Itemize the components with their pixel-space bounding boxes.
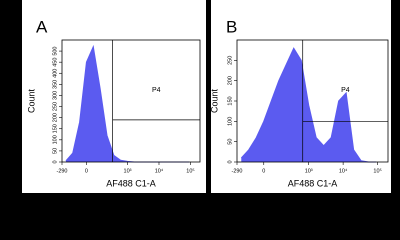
x-tick-label: 10⁵ (186, 167, 194, 174)
panel-letter: B (226, 17, 237, 36)
y-tick-label: 300 (52, 91, 58, 100)
y-tick-label: 500 (52, 46, 58, 55)
y-tick-label: 50 (227, 139, 233, 145)
y-tick-label: 350 (52, 80, 58, 89)
y-tick-label: 450 (52, 58, 58, 67)
x-tick-label: 10⁵ (373, 167, 381, 174)
x-tick-label: 10⁴ (339, 167, 348, 174)
y-tick-label: 50 (52, 148, 58, 154)
x-tick-label: 10⁴ (155, 167, 164, 174)
y-tick-label: 0 (227, 160, 233, 163)
gate-label: P4 (152, 87, 161, 94)
x-axis-label: AF488 C1-A (106, 178, 156, 188)
x-tick-label: -290 (56, 168, 67, 174)
x-tick-label: 0 (262, 168, 265, 174)
y-tick-label: 200 (52, 113, 58, 122)
plot-frame (61, 39, 201, 163)
y-axis-label: Count (26, 89, 36, 114)
y-tick-label: 250 (52, 102, 58, 111)
y-tick-label: 400 (52, 69, 58, 78)
histogram-fill (65, 46, 190, 162)
gate-label: P4 (341, 87, 350, 94)
x-axis-label: AF488 C1-A (288, 178, 338, 188)
y-tick-label: 150 (227, 96, 233, 105)
x-tick-label: -290 (231, 168, 242, 174)
y-tick-label: 0 (52, 160, 58, 163)
histogram-outline (240, 47, 377, 163)
x-tick-label: 10³ (124, 168, 132, 174)
panel-letter: A (36, 17, 48, 36)
y-tick-label: 100 (227, 117, 233, 126)
x-tick-label: 0 (85, 168, 88, 174)
y-axis-label: Count (209, 89, 219, 114)
y-tick-label: 250 (227, 56, 233, 65)
y-tick-label: 150 (52, 124, 58, 133)
panel-a-background (22, 0, 206, 193)
y-tick-label: 100 (52, 135, 58, 144)
y-tick-label: 200 (227, 76, 233, 85)
x-tick-label: 10³ (305, 168, 313, 174)
